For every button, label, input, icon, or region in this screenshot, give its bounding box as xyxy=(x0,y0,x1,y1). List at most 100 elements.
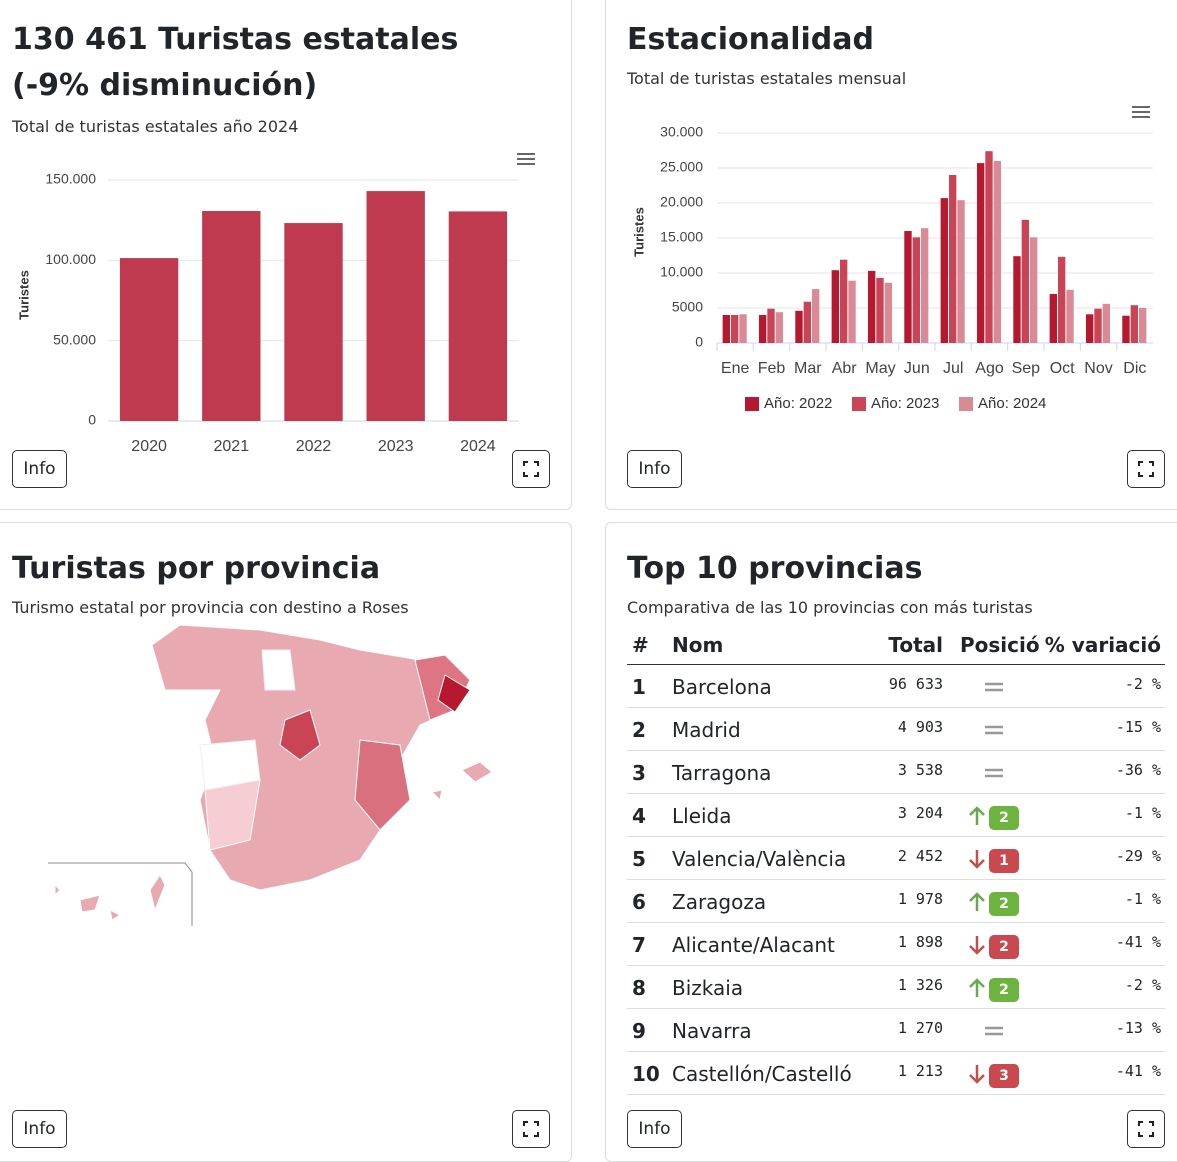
bar xyxy=(940,198,948,343)
rank: 6 xyxy=(632,890,646,914)
canary-frame xyxy=(48,862,193,926)
map-island xyxy=(461,761,493,783)
province: Lleida xyxy=(672,804,732,828)
column-header: Nom xyxy=(672,633,724,657)
y-axis-title: Turistes xyxy=(631,207,646,257)
trend-icon xyxy=(969,936,985,955)
map-region xyxy=(354,739,411,831)
variation: -41 % xyxy=(1115,1062,1161,1080)
rank: 4 xyxy=(632,804,646,828)
bar xyxy=(993,161,1002,343)
trend-icon xyxy=(969,850,985,869)
variation: -1 % xyxy=(1124,804,1161,822)
rank: 5 xyxy=(632,847,646,871)
bar xyxy=(831,270,839,343)
title: Turistas por provincia xyxy=(12,551,381,586)
x-tick-label: Oct xyxy=(1050,360,1075,377)
fullscreen-icon xyxy=(1138,1121,1154,1137)
province: Valencia/València xyxy=(672,847,847,871)
y-tick-label: 20.000 xyxy=(660,194,703,210)
bar xyxy=(739,314,747,343)
title: 130 461 Turistas estatales (-9% disminuc… xyxy=(12,22,459,103)
x-tick-label: 2023 xyxy=(378,438,414,455)
bar xyxy=(957,200,965,343)
position-badge: 2 xyxy=(989,892,1019,916)
column-header: Posició xyxy=(960,633,1040,657)
y-tick-label: 30.000 xyxy=(660,124,703,140)
bar xyxy=(366,191,425,421)
trend-icon xyxy=(969,1065,985,1084)
map-region xyxy=(261,649,296,691)
total: 1 978 xyxy=(897,890,943,908)
bar xyxy=(867,270,876,343)
row-rule xyxy=(627,922,1165,923)
row-rule xyxy=(627,836,1165,837)
variation: -2 % xyxy=(1124,976,1161,994)
info-button[interactable]: Info xyxy=(627,1110,682,1148)
menu-icon[interactable] xyxy=(517,153,535,165)
y-tick-label: 5000 xyxy=(672,299,703,315)
x-tick-label: Ene xyxy=(721,360,750,377)
province: Madrid xyxy=(672,718,741,742)
info-button[interactable]: Info xyxy=(12,450,67,488)
bar xyxy=(1013,256,1021,343)
fullscreen-button[interactable] xyxy=(1127,450,1165,488)
map xyxy=(48,624,493,926)
variation: -1 % xyxy=(1124,890,1161,908)
y-tick-label: 150.000 xyxy=(45,171,96,187)
bar xyxy=(1066,289,1074,343)
province: Barcelona xyxy=(672,675,772,699)
row-rule xyxy=(627,750,1165,751)
x-tick-label: May xyxy=(865,360,895,377)
info-button[interactable]: Info xyxy=(627,450,682,488)
map-region xyxy=(279,709,321,761)
rank: 8 xyxy=(632,976,646,1000)
bar xyxy=(1085,314,1094,343)
position-badge: 2 xyxy=(989,806,1019,830)
total: 96 633 xyxy=(888,675,943,693)
position-badge: 2 xyxy=(989,935,1019,959)
y-tick-label: 50.000 xyxy=(53,331,96,347)
trend-icon xyxy=(985,768,1003,778)
variation: -41 % xyxy=(1115,933,1161,951)
fullscreen-button[interactable] xyxy=(512,450,550,488)
total: 3 204 xyxy=(897,804,943,822)
province: Alicante/Alacant xyxy=(672,933,835,957)
x-tick-label: Nov xyxy=(1084,360,1112,377)
bar xyxy=(921,228,929,343)
rank: 2 xyxy=(632,718,646,742)
bar xyxy=(448,211,508,421)
y-tick-label: 25.000 xyxy=(660,159,703,175)
total: 2 452 xyxy=(897,847,943,865)
row-rule xyxy=(627,879,1165,880)
title: Estacionalidad xyxy=(627,22,874,57)
legend-swatch xyxy=(959,397,973,411)
total: 1 270 xyxy=(897,1019,943,1037)
fullscreen-button[interactable] xyxy=(1127,1110,1165,1148)
bar xyxy=(730,315,739,343)
rank: 7 xyxy=(632,933,646,957)
trend-icon xyxy=(985,725,1003,735)
fullscreen-icon xyxy=(1138,461,1154,477)
bar xyxy=(976,163,985,343)
bar xyxy=(119,258,179,421)
subtitle: Total de turistas estatales año 2024 xyxy=(12,117,299,136)
trend-icon xyxy=(969,806,985,825)
fullscreen-button[interactable] xyxy=(512,1110,550,1148)
map-region xyxy=(437,674,471,713)
row-rule xyxy=(627,707,1165,708)
total: 3 538 xyxy=(897,761,943,779)
map-region xyxy=(199,739,261,791)
info-button[interactable]: Info xyxy=(12,1110,67,1148)
bar xyxy=(1122,315,1130,343)
bar xyxy=(912,237,921,343)
x-tick-label: 2024 xyxy=(460,438,496,455)
x-tick-label: 2020 xyxy=(131,438,167,455)
position-badge: 3 xyxy=(989,1064,1019,1088)
menu-icon[interactable] xyxy=(1132,106,1150,118)
legend-label: Año: 2022 xyxy=(764,395,832,412)
variation: -13 % xyxy=(1115,1019,1161,1037)
trend-icon xyxy=(985,1026,1003,1036)
variation: -29 % xyxy=(1115,847,1161,865)
